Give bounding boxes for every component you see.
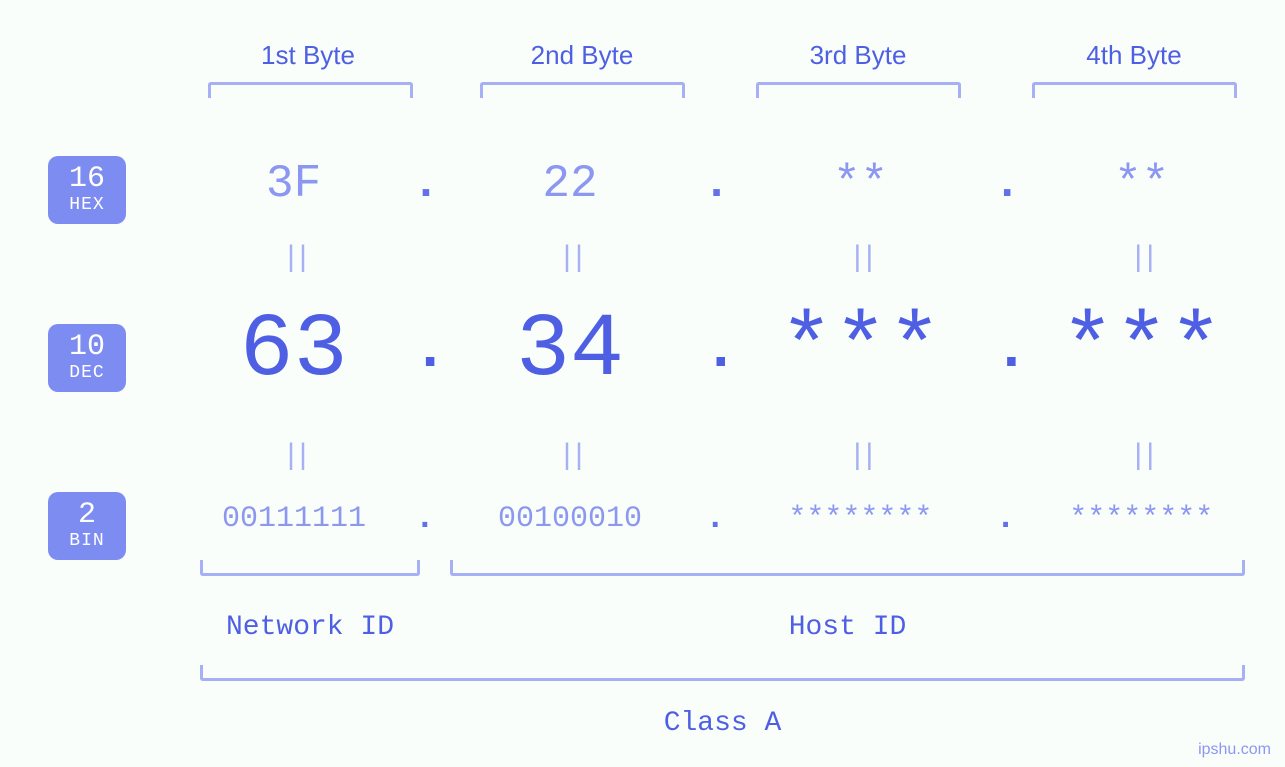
hex-dot-1: . [412,158,437,210]
byte-header-4: 4th Byte [1004,40,1264,71]
eq-2-4: || [1017,440,1265,474]
base-label-dec: DEC [48,364,126,382]
top-bracket-4 [1032,82,1237,98]
base-label-hex: HEX [48,196,126,214]
base-badge-dec: 10 DEC [48,324,126,392]
dec-byte-2: 34 [437,300,703,402]
dec-dot-1: . [412,317,437,385]
top-bracket-2 [480,82,685,98]
bottom-bracket-class [200,665,1245,681]
dec-dot-3: . [993,317,1018,385]
bin-dot-1: . [413,500,437,538]
hex-dot-3: . [993,158,1018,210]
eq-2-1: || [175,440,413,474]
bin-dot-3: . [994,500,1018,538]
top-bracket-1 [208,82,413,98]
bin-byte-3: ******** [727,502,994,536]
bin-byte-1: 00111111 [175,502,413,536]
bin-byte-2: 00100010 [437,502,704,536]
eq-1-2: || [437,242,704,276]
base-num-dec: 10 [48,332,126,362]
dec-byte-3: *** [728,300,994,402]
label-network-id: Network ID [200,612,420,643]
dec-byte-4: *** [1018,300,1265,402]
base-badge-hex: 16 HEX [48,156,126,224]
label-host-id: Host ID [450,612,1245,643]
eq-1-1: || [175,242,413,276]
hex-dot-2: . [703,158,728,210]
eq-1-3: || [727,242,994,276]
bin-byte-4: ******** [1017,502,1265,536]
top-bracket-3 [756,82,961,98]
base-badge-bin: 2 BIN [48,492,126,560]
bin-row: 00111111 . 00100010 . ******** . *******… [175,500,1265,538]
byte-header-1: 1st Byte [178,40,438,71]
byte-header-3: 3rd Byte [728,40,988,71]
bottom-bracket-host [450,560,1245,576]
equals-row-1: || || || || [175,242,1265,276]
ip-diagram: 1st Byte 2nd Byte 3rd Byte 4th Byte 16 H… [0,0,1285,767]
base-num-hex: 16 [48,164,126,194]
eq-1-4: || [1017,242,1265,276]
dec-byte-1: 63 [175,300,412,402]
hex-byte-3: ** [728,158,994,210]
bottom-bracket-network [200,560,420,576]
label-class: Class A [200,708,1245,739]
bin-dot-2: . [703,500,727,538]
hex-byte-2: 22 [437,158,703,210]
dec-row: 63 . 34 . *** . *** [175,300,1265,402]
watermark: ipshu.com [1198,741,1271,759]
hex-row: 3F . 22 . ** . ** [175,158,1265,210]
byte-header-2: 2nd Byte [452,40,712,71]
hex-byte-4: ** [1018,158,1265,210]
base-num-bin: 2 [48,500,126,530]
eq-2-3: || [727,440,994,474]
hex-byte-1: 3F [175,158,412,210]
dec-dot-2: . [703,317,728,385]
equals-row-2: || || || || [175,440,1265,474]
base-label-bin: BIN [48,532,126,550]
eq-2-2: || [437,440,704,474]
